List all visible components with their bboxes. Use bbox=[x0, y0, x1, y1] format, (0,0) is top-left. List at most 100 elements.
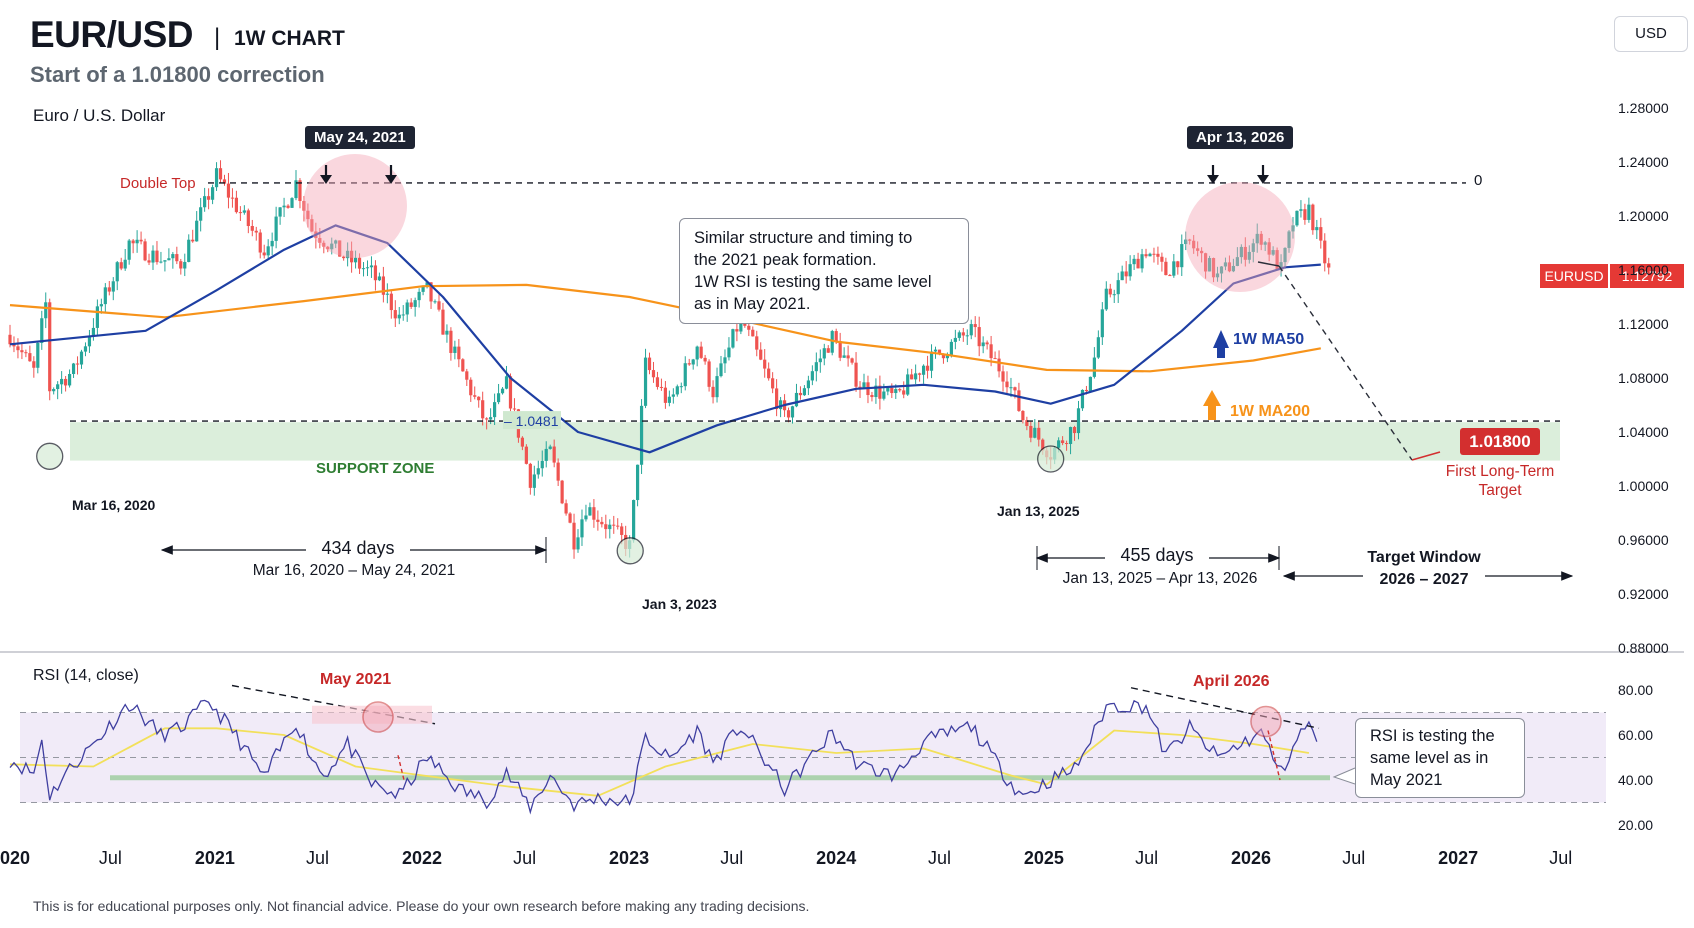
candle-body bbox=[222, 179, 227, 184]
candle-body bbox=[40, 318, 44, 343]
candle-body bbox=[1001, 371, 1005, 382]
candle-body bbox=[258, 232, 262, 253]
symbol-badge bbox=[1540, 264, 1608, 288]
candle-body bbox=[214, 168, 219, 188]
candle-body bbox=[330, 243, 334, 250]
candle-body bbox=[1251, 243, 1255, 252]
candle-body bbox=[24, 352, 28, 354]
candle-body bbox=[250, 226, 254, 231]
candle-body bbox=[286, 205, 290, 208]
projection-start bbox=[1257, 261, 1280, 267]
candle-body bbox=[44, 302, 48, 319]
candle-body bbox=[1064, 443, 1069, 445]
candle-body bbox=[79, 351, 84, 365]
time-axis-tick: Jul bbox=[306, 848, 329, 868]
peak-date-label-2: Apr 13, 2026 bbox=[1187, 126, 1294, 149]
candle-body bbox=[385, 293, 389, 295]
candle-body bbox=[401, 314, 405, 316]
candle-body bbox=[727, 347, 731, 358]
candle-body bbox=[771, 378, 775, 389]
candle-body bbox=[671, 394, 675, 397]
candle-body bbox=[790, 406, 795, 418]
candle-body bbox=[854, 362, 858, 387]
symbol-badge-label: EURUSD bbox=[1544, 268, 1603, 284]
candle-body bbox=[886, 387, 890, 392]
candle-body bbox=[123, 259, 127, 269]
candle-body bbox=[67, 374, 72, 386]
candle-body bbox=[1247, 251, 1251, 260]
rsi-axis-tick: 60.00 bbox=[1618, 727, 1653, 743]
candle-body bbox=[83, 346, 88, 352]
candle-body bbox=[254, 230, 258, 233]
candle-body bbox=[1215, 273, 1220, 278]
rsi-axis-tick: 80.00 bbox=[1618, 682, 1653, 698]
price-axis-tick: 1.00000 bbox=[1618, 478, 1669, 494]
candle-body bbox=[457, 346, 461, 360]
candle-body bbox=[16, 346, 20, 351]
candle-body bbox=[981, 342, 985, 347]
candle-body bbox=[171, 254, 175, 259]
candle-body bbox=[1315, 227, 1319, 231]
timeframe-label: 1W CHART bbox=[234, 27, 345, 50]
candle-body bbox=[929, 351, 934, 371]
candle-body bbox=[1041, 439, 1045, 451]
price-axis-tick: 1.28000 bbox=[1618, 100, 1669, 116]
time-axis-tick: Jul bbox=[99, 848, 122, 868]
candle-body bbox=[461, 359, 465, 372]
candle-body bbox=[882, 391, 886, 399]
candle-body bbox=[647, 357, 652, 371]
time-axis-tick: Jul bbox=[928, 848, 951, 868]
rsi-ma-line bbox=[9, 727, 1310, 797]
peak-arrow-head bbox=[1257, 175, 1269, 184]
rsi-line bbox=[9, 699, 1318, 815]
rsi-drop-2 bbox=[1267, 730, 1281, 781]
candle-body bbox=[48, 302, 52, 392]
candle-body bbox=[612, 524, 616, 526]
candle-body bbox=[719, 363, 723, 377]
candle-body bbox=[512, 408, 517, 410]
candle-body bbox=[910, 374, 914, 380]
range-dates-label-1: Mar 16, 2020 – May 24, 2021 bbox=[253, 562, 456, 579]
candle-body bbox=[1211, 258, 1216, 278]
candle-body bbox=[1227, 262, 1232, 272]
candle-body bbox=[230, 197, 235, 199]
peak-highlight-1 bbox=[303, 154, 407, 258]
time-axis-tick: 2024 bbox=[816, 848, 856, 868]
candle-body bbox=[600, 521, 604, 525]
candle-body bbox=[639, 405, 644, 465]
low-date-label-2: Jan 3, 2023 bbox=[642, 596, 717, 612]
ma50-arrow-icon bbox=[1213, 330, 1229, 358]
candle-body bbox=[1267, 242, 1271, 255]
candle-body bbox=[560, 480, 564, 504]
candle-body bbox=[822, 348, 826, 359]
candle-body bbox=[1076, 408, 1081, 434]
candle-body bbox=[759, 349, 763, 360]
candle-body bbox=[115, 262, 119, 282]
target-window-title: Target Window bbox=[1367, 549, 1481, 566]
candle-body bbox=[814, 362, 818, 372]
target-window-years: 2026 – 2027 bbox=[1380, 571, 1469, 588]
candle-body bbox=[1072, 427, 1077, 434]
candle-body bbox=[1104, 288, 1108, 310]
range-days-label-1: 434 days bbox=[321, 538, 394, 558]
candle-body bbox=[1279, 262, 1283, 270]
candle-body bbox=[449, 330, 453, 353]
candle-body bbox=[421, 286, 425, 292]
candle-body bbox=[99, 304, 103, 307]
candle-body bbox=[1132, 258, 1136, 265]
candle-body bbox=[1033, 427, 1037, 438]
candle-body bbox=[1100, 309, 1104, 338]
target-label-line2: Target bbox=[1478, 482, 1522, 499]
candle-body bbox=[985, 342, 989, 345]
candle-body bbox=[437, 301, 441, 310]
candle-body bbox=[830, 331, 834, 353]
currency-button[interactable]: USD bbox=[1614, 16, 1688, 52]
structure-note-line: as in May 2021. bbox=[694, 295, 811, 313]
current-price-label: 1.12792 bbox=[1622, 268, 1673, 284]
candle-body bbox=[20, 350, 24, 353]
candle-body bbox=[894, 389, 898, 394]
candle-body bbox=[1160, 256, 1164, 262]
candle-body bbox=[834, 331, 838, 342]
candle-body bbox=[1025, 420, 1029, 426]
